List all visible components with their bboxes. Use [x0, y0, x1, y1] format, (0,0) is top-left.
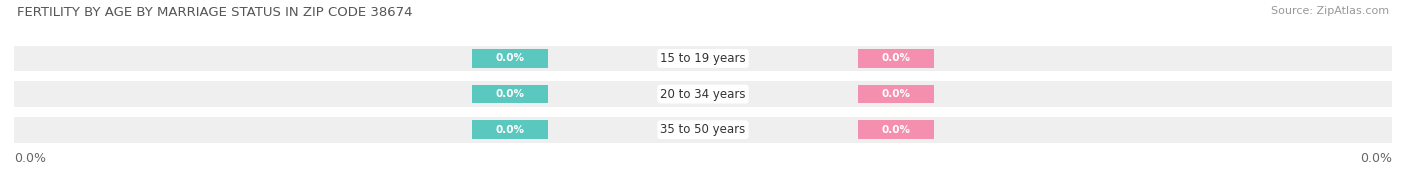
- Text: FERTILITY BY AGE BY MARRIAGE STATUS IN ZIP CODE 38674: FERTILITY BY AGE BY MARRIAGE STATUS IN Z…: [17, 6, 412, 19]
- Text: 0.0%: 0.0%: [882, 54, 911, 64]
- Bar: [858, 49, 934, 68]
- Bar: [472, 49, 548, 68]
- Bar: [472, 121, 548, 139]
- Bar: [14, 81, 1392, 107]
- Bar: [858, 121, 934, 139]
- Text: 0.0%: 0.0%: [495, 89, 524, 99]
- Text: 0.0%: 0.0%: [14, 152, 46, 165]
- Text: Source: ZipAtlas.com: Source: ZipAtlas.com: [1271, 6, 1389, 16]
- Text: 35 to 50 years: 35 to 50 years: [661, 123, 745, 136]
- Bar: [14, 46, 1392, 71]
- Text: 0.0%: 0.0%: [882, 125, 911, 135]
- Text: 0.0%: 0.0%: [1360, 152, 1392, 165]
- Text: 15 to 19 years: 15 to 19 years: [661, 52, 745, 65]
- Bar: [14, 117, 1392, 142]
- Bar: [472, 85, 548, 103]
- Bar: [858, 85, 934, 103]
- Text: 0.0%: 0.0%: [495, 54, 524, 64]
- Text: 0.0%: 0.0%: [495, 125, 524, 135]
- Text: 20 to 34 years: 20 to 34 years: [661, 88, 745, 101]
- Text: 0.0%: 0.0%: [882, 89, 911, 99]
